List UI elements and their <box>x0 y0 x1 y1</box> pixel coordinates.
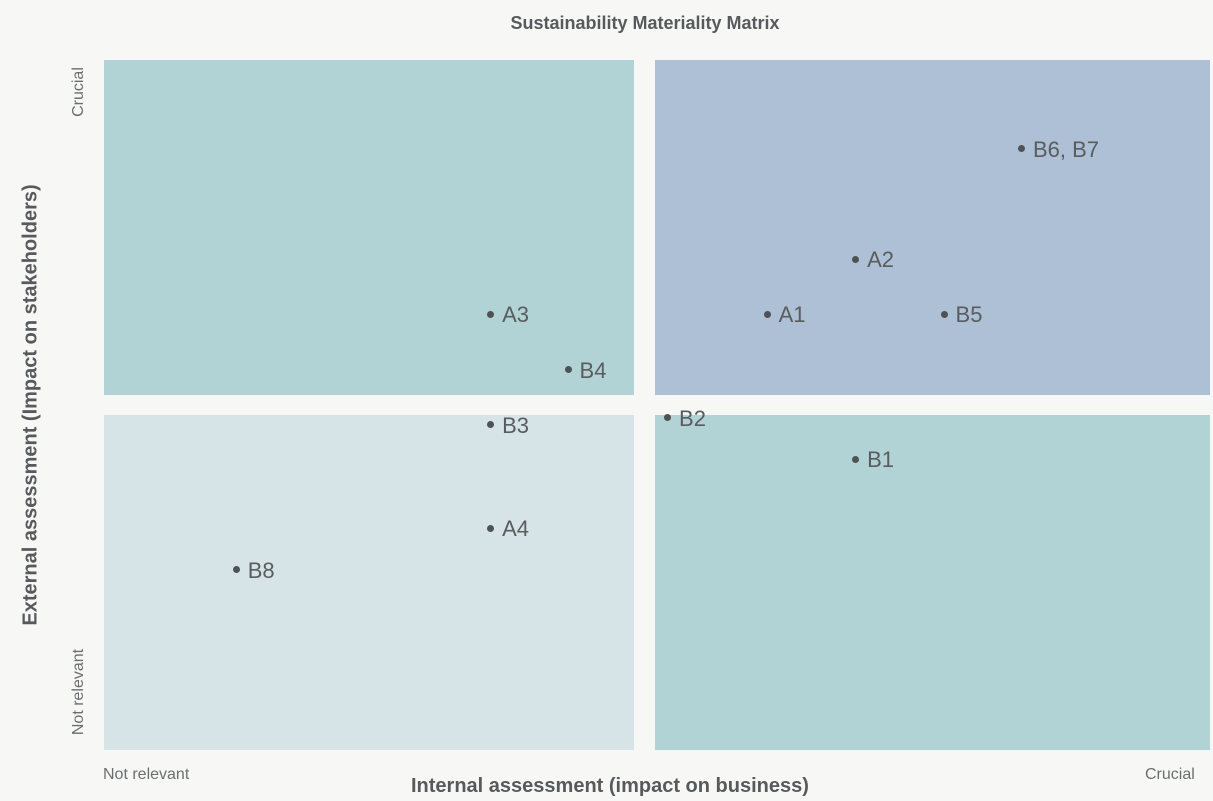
point-marker <box>940 310 948 318</box>
point-label: A4 <box>502 516 530 542</box>
data-point-b2: B2 <box>664 405 706 431</box>
point-marker <box>1017 145 1025 153</box>
point-marker <box>852 255 860 263</box>
data-point-b4: B4 <box>564 357 607 383</box>
point-marker <box>232 566 240 574</box>
point-label: A3 <box>502 302 530 328</box>
data-point-a2: A2 <box>852 249 894 271</box>
data-point-b6-b7: B6, B7 <box>1017 136 1100 162</box>
point-label: B4 <box>579 357 607 383</box>
data-point-b1: B1 <box>852 449 894 471</box>
point-label: B6, B7 <box>1032 136 1100 162</box>
point-label: B1 <box>867 447 894 473</box>
data-point-b8: B8 <box>232 557 275 583</box>
point-marker <box>487 524 495 532</box>
data-point-b3: B3 <box>487 412 530 438</box>
x-axis-high-label: Crucial <box>1145 766 1195 783</box>
quadrant-top-left <box>104 60 634 395</box>
y-axis-low-label: Not relevant <box>70 648 87 736</box>
point-marker <box>664 414 672 422</box>
point-label: A2 <box>867 247 894 273</box>
point-label: A1 <box>778 302 806 328</box>
point-marker <box>763 310 771 318</box>
point-label: B2 <box>679 405 706 431</box>
chart-title: Sustainability Materiality Matrix <box>510 13 780 33</box>
quadrant-top-right <box>655 60 1210 395</box>
point-marker <box>487 310 495 318</box>
point-marker <box>564 366 572 374</box>
x-axis-title: Internal assessment (impact on business) <box>411 775 809 797</box>
data-point-b5: B5 <box>940 302 983 328</box>
point-label: B5 <box>955 302 983 328</box>
y-axis-title: External assessment (Impact on stakehold… <box>19 184 42 626</box>
quadrant-bottom-right <box>655 415 1210 750</box>
y-axis-high-label: Crucial <box>70 67 87 117</box>
point-marker <box>487 421 495 429</box>
quadrant-bottom-left <box>104 415 634 750</box>
point-label: B8 <box>247 557 275 583</box>
data-point-a4: A4 <box>487 518 529 540</box>
point-marker <box>852 455 860 463</box>
point-label: B3 <box>502 412 530 438</box>
x-axis-low-label: Not relevant <box>103 766 190 783</box>
data-point-a3: A3 <box>487 304 529 326</box>
data-point-a1: A1 <box>763 302 806 328</box>
